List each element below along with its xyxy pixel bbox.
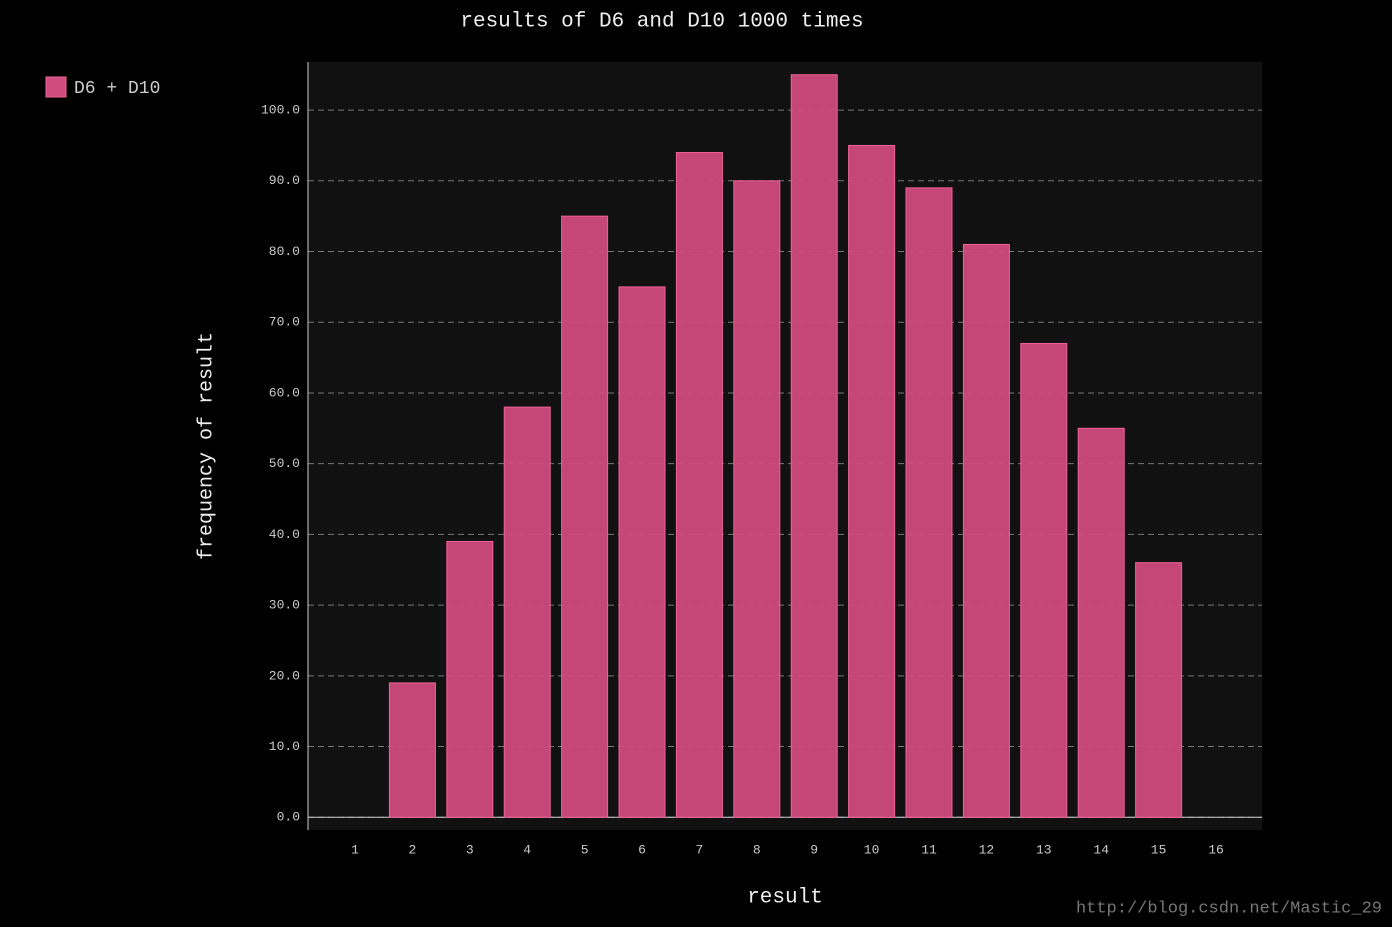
x-tick-label: 13 (1036, 842, 1052, 857)
bar (790, 74, 838, 818)
x-tick-label: 16 (1208, 842, 1224, 857)
y-tick-label: 80.0 (269, 244, 300, 259)
x-tick-label: 14 (1093, 842, 1109, 857)
y-tick-label: 10.0 (269, 739, 300, 754)
y-tick-label: 40.0 (269, 527, 300, 542)
bar (561, 215, 609, 818)
bar (1135, 562, 1183, 818)
bar (503, 406, 551, 818)
bar (962, 243, 1010, 818)
bar (675, 152, 723, 818)
x-tick-label: 8 (753, 842, 761, 857)
x-tick-label: 7 (695, 842, 703, 857)
chart-title: results of D6 and D10 1000 times (460, 11, 863, 34)
bar (446, 540, 494, 818)
watermark: http://blog.csdn.net/Mastic_29 (1076, 899, 1382, 918)
x-tick-label: 10 (864, 842, 880, 857)
bar (848, 144, 896, 818)
bar (618, 286, 666, 818)
legend-swatch (45, 76, 67, 98)
bar (1020, 342, 1068, 818)
y-tick-label: 70.0 (269, 315, 300, 330)
y-axis-label: frequency of result (195, 332, 218, 560)
y-tick-label: 0.0 (277, 810, 300, 825)
x-tick-label: 9 (810, 842, 818, 857)
x-tick-label: 15 (1151, 842, 1167, 857)
y-tick-label: 100.0 (261, 103, 300, 118)
y-tick-label: 90.0 (269, 173, 300, 188)
x-tick-label: 5 (581, 842, 589, 857)
bar (388, 682, 436, 818)
y-tick-label: 20.0 (269, 668, 300, 683)
x-tick-label: 3 (466, 842, 474, 857)
bar (733, 180, 781, 818)
y-tick-label: 50.0 (269, 456, 300, 471)
x-tick-label: 2 (408, 842, 416, 857)
bar (905, 187, 953, 818)
x-tick-label: 11 (921, 842, 937, 857)
y-tick-label: 30.0 (269, 598, 300, 613)
x-axis-label: result (747, 887, 823, 910)
bar (1077, 427, 1125, 818)
legend-label: D6 + D10 (74, 79, 160, 99)
x-tick-label: 4 (523, 842, 531, 857)
x-tick-label: 12 (979, 842, 995, 857)
x-tick-label: 6 (638, 842, 646, 857)
y-tick-label: 60.0 (269, 385, 300, 400)
x-tick-label: 1 (351, 842, 359, 857)
